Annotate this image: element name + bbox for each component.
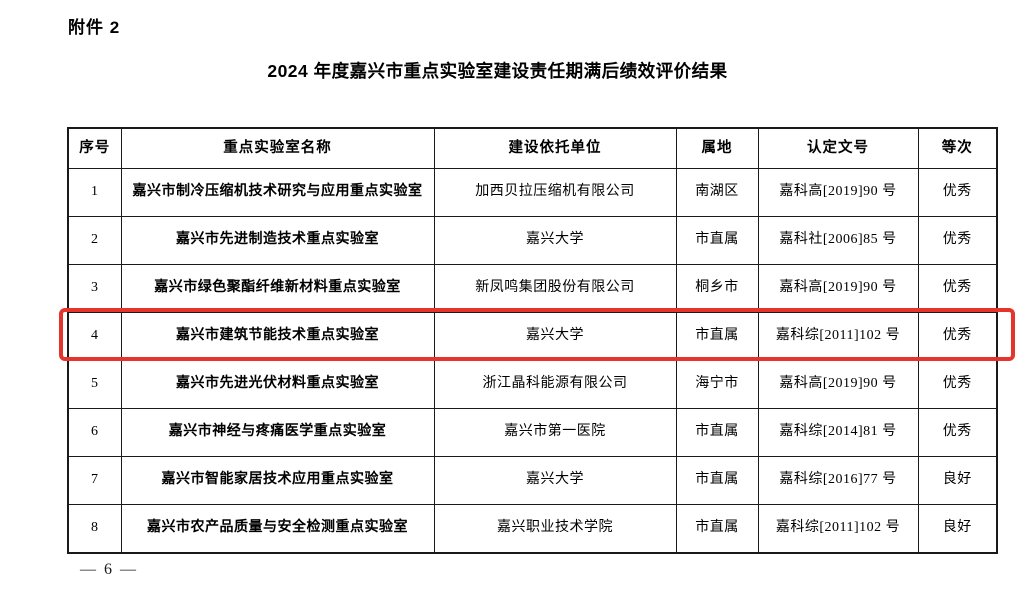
table-row: 7 嘉兴市智能家居技术应用重点实验室 嘉兴大学 市直属 嘉科综[2016]77 … (67, 456, 998, 505)
table-row-highlighted: 4 嘉兴市建筑节能技术重点实验室 嘉兴大学 市直属 嘉科综[2011]102 号… (67, 312, 998, 361)
cell-unit: 浙江晶科能源有限公司 (433, 360, 677, 409)
cell-unit: 新凤鸣集团股份有限公司 (433, 264, 677, 313)
header-lab-name: 重点实验室名称 (120, 127, 435, 169)
cell-doc-no: 嘉科综[2016]77 号 (757, 456, 919, 505)
header-seq: 序号 (67, 127, 122, 169)
cell-lab-name: 嘉兴市农产品质量与安全检测重点实验室 (120, 504, 435, 554)
cell-seq: 7 (67, 456, 122, 505)
cell-unit: 嘉兴职业技术学院 (433, 504, 677, 554)
header-unit: 建设依托单位 (433, 127, 677, 169)
attachment-label: 附件 2 (68, 18, 121, 37)
cell-grade: 优秀 (917, 216, 998, 265)
header-region: 属地 (675, 127, 759, 169)
cell-doc-no: 嘉科高[2019]90 号 (757, 168, 919, 217)
cell-unit: 嘉兴大学 (433, 216, 677, 265)
cell-region: 市直属 (675, 312, 759, 361)
table-row: 8 嘉兴市农产品质量与安全检测重点实验室 嘉兴职业技术学院 市直属 嘉科综[20… (67, 504, 998, 554)
cell-unit: 加西贝拉压缩机有限公司 (433, 168, 677, 217)
table-row: 1 嘉兴市制冷压缩机技术研究与应用重点实验室 加西贝拉压缩机有限公司 南湖区 嘉… (67, 168, 998, 217)
cell-seq: 5 (67, 360, 122, 409)
cell-seq: 3 (67, 264, 122, 313)
header-doc-no: 认定文号 (757, 127, 919, 169)
cell-doc-no: 嘉科综[2014]81 号 (757, 408, 919, 457)
cell-seq: 8 (67, 504, 122, 554)
cell-lab-name: 嘉兴市先进光伏材料重点实验室 (120, 360, 435, 409)
cell-grade: 优秀 (917, 408, 998, 457)
cell-region: 市直属 (675, 504, 759, 554)
cell-lab-name: 嘉兴市制冷压缩机技术研究与应用重点实验室 (120, 168, 435, 217)
cell-lab-name: 嘉兴市绿色聚酯纤维新材料重点实验室 (120, 264, 435, 313)
cell-grade: 优秀 (917, 312, 998, 361)
cell-lab-name: 嘉兴市神经与疼痛医学重点实验室 (120, 408, 435, 457)
header-grade: 等次 (917, 127, 998, 169)
cell-seq: 6 (67, 408, 122, 457)
cell-doc-no: 嘉科高[2019]90 号 (757, 264, 919, 313)
cell-doc-no: 嘉科综[2011]102 号 (757, 312, 919, 361)
cell-grade: 良好 (917, 456, 998, 505)
page-number: — 6 — (80, 561, 138, 578)
cell-doc-no: 嘉科高[2019]90 号 (757, 360, 919, 409)
cell-unit: 嘉兴大学 (433, 312, 677, 361)
cell-unit: 嘉兴市第一医院 (433, 408, 677, 457)
cell-seq: 4 (67, 312, 122, 361)
table-row: 3 嘉兴市绿色聚酯纤维新材料重点实验室 新凤鸣集团股份有限公司 桐乡市 嘉科高[… (67, 264, 998, 313)
cell-grade: 优秀 (917, 168, 998, 217)
table-row: 6 嘉兴市神经与疼痛医学重点实验室 嘉兴市第一医院 市直属 嘉科综[2014]8… (67, 408, 998, 457)
cell-region: 桐乡市 (675, 264, 759, 313)
cell-region: 市直属 (675, 216, 759, 265)
evaluation-results-table: 序号 重点实验室名称 建设依托单位 属地 认定文号 等次 1 嘉兴市制冷压缩机技… (67, 127, 998, 554)
cell-seq: 2 (67, 216, 122, 265)
page-title: 2024 年度嘉兴市重点实验室建设责任期满后绩效评价结果 (267, 61, 728, 81)
cell-lab-name: 嘉兴市建筑节能技术重点实验室 (120, 312, 435, 361)
cell-lab-name: 嘉兴市先进制造技术重点实验室 (120, 216, 435, 265)
cell-doc-no: 嘉科社[2006]85 号 (757, 216, 919, 265)
cell-region: 海宁市 (675, 360, 759, 409)
cell-grade: 优秀 (917, 360, 998, 409)
cell-doc-no: 嘉科综[2011]102 号 (757, 504, 919, 554)
cell-region: 市直属 (675, 408, 759, 457)
cell-region: 南湖区 (675, 168, 759, 217)
cell-lab-name: 嘉兴市智能家居技术应用重点实验室 (120, 456, 435, 505)
cell-unit: 嘉兴大学 (433, 456, 677, 505)
cell-grade: 优秀 (917, 264, 998, 313)
table-row: 2 嘉兴市先进制造技术重点实验室 嘉兴大学 市直属 嘉科社[2006]85 号 … (67, 216, 998, 265)
table-header-row: 序号 重点实验室名称 建设依托单位 属地 认定文号 等次 (67, 127, 998, 169)
cell-region: 市直属 (675, 456, 759, 505)
cell-seq: 1 (67, 168, 122, 217)
table-row: 5 嘉兴市先进光伏材料重点实验室 浙江晶科能源有限公司 海宁市 嘉科高[2019… (67, 360, 998, 409)
cell-grade: 良好 (917, 504, 998, 554)
